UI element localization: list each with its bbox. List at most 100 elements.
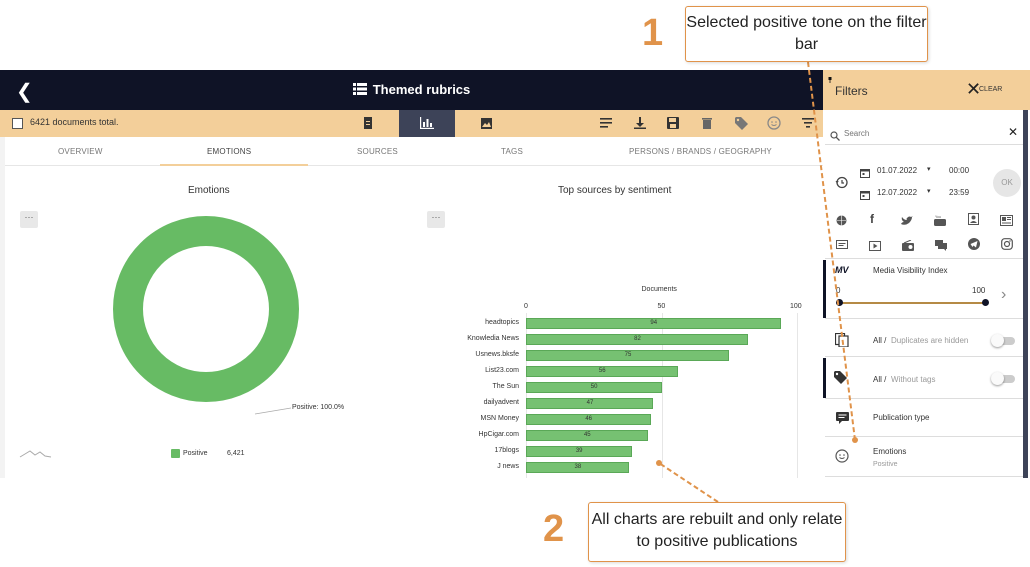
charts-panel: Emotions ··· Positive: 100.0% Positive 6… <box>5 166 823 478</box>
sidebar-scrollbar[interactable] <box>1023 110 1028 478</box>
legend-value-positive: 6,421 <box>227 450 245 457</box>
filters-header: Filters ✕ CLEAR <box>823 70 1030 110</box>
bar-category-label: 17blogs <box>494 447 519 454</box>
globe-icon[interactable] <box>836 213 847 231</box>
callout-number-2: 2 <box>543 508 565 550</box>
filters-title: Filters <box>835 84 868 98</box>
telegram-icon[interactable] <box>968 237 980 255</box>
news-icon[interactable] <box>1000 213 1013 231</box>
tab-tags[interactable]: TAGS <box>501 147 523 156</box>
chart-view-button[interactable] <box>399 110 455 137</box>
instagram-icon[interactable] <box>1001 237 1013 255</box>
bar-value-label: 39 <box>575 448 583 454</box>
date-to[interactable]: 12.07.2022 <box>877 188 918 197</box>
profile-icon[interactable] <box>968 212 979 230</box>
tab-emotions[interactable]: EMOTIONS <box>207 147 252 156</box>
calendar-from-icon[interactable] <box>860 165 870 183</box>
time-to[interactable]: 23:59 <box>949 188 970 197</box>
page-title: Themed rubrics <box>0 82 823 98</box>
tag-icon[interactable] <box>733 115 749 131</box>
bar[interactable] <box>526 318 781 329</box>
emotion-smile-icon[interactable] <box>766 115 782 131</box>
forum-icon[interactable] <box>935 238 947 256</box>
select-all-checkbox[interactable] <box>12 118 23 129</box>
x-tick-label: 0 <box>524 303 528 310</box>
tab-sources[interactable]: SOURCES <box>357 147 398 156</box>
video-icon[interactable] <box>869 238 881 256</box>
donut-leader-line <box>254 407 292 415</box>
tags-toggle[interactable] <box>991 372 1015 385</box>
sparkline-icon <box>19 450 52 458</box>
document-view-icon[interactable] <box>360 115 376 131</box>
calendar-to-icon[interactable] <box>860 187 870 205</box>
mvi-max: 100 <box>972 286 986 295</box>
time-from[interactable]: 00:00 <box>949 166 970 175</box>
legend-label-positive: Positive <box>183 450 208 457</box>
mvi-label: Media Visibility Index <box>873 266 948 275</box>
donut-menu-button[interactable]: ··· <box>20 211 38 228</box>
filters-sidebar: Filters ✕ CLEAR ✕ 01.07.2022 ▾ 00:00 12.… <box>823 70 1030 478</box>
publication-type-label[interactable]: Publication type <box>873 413 930 422</box>
image-view-icon[interactable] <box>478 115 494 131</box>
search-input[interactable] <box>844 125 994 141</box>
active-tab-indicator <box>160 164 308 166</box>
bar[interactable] <box>526 366 678 377</box>
date-from[interactable]: 01.07.2022 <box>877 166 918 175</box>
x-gridline <box>797 313 798 478</box>
list-lines-icon[interactable] <box>598 115 614 131</box>
bar[interactable] <box>526 446 632 457</box>
clear-button[interactable]: CLEAR <box>979 86 1003 93</box>
tab-persons-brands-geography[interactable]: PERSONS / BRANDS / GEOGRAPHY <box>629 147 772 156</box>
bar[interactable] <box>526 430 648 441</box>
tab-overview[interactable]: OVERVIEW <box>58 147 103 156</box>
legend-swatch-positive <box>171 449 180 458</box>
callout-box-2: All charts are rebuilt and only relate t… <box>588 502 846 562</box>
mvi-slider-min-handle[interactable] <box>836 299 843 306</box>
divider <box>825 476 1025 477</box>
list-icon <box>352 83 367 98</box>
divider <box>825 436 1025 437</box>
bar-value-label: 56 <box>598 368 606 374</box>
download-icon[interactable] <box>632 115 648 131</box>
bar-menu-button[interactable]: ··· <box>427 211 445 228</box>
duplicates-toggle[interactable] <box>991 334 1015 347</box>
bar[interactable] <box>526 414 651 425</box>
bar[interactable] <box>526 398 654 409</box>
comment-icon[interactable] <box>836 238 848 256</box>
youtube-icon[interactable]: You <box>934 213 946 231</box>
twitter-icon[interactable] <box>901 213 913 231</box>
date-to-dropdown-icon[interactable]: ▾ <box>927 188 931 195</box>
tab-bar: OVERVIEW EMOTIONS SOURCES TAGS PERSONS /… <box>5 137 823 166</box>
bar-category-label: J news <box>497 463 519 470</box>
chevron-right-icon[interactable]: › <box>1001 286 1007 303</box>
clear-x-icon[interactable]: ✕ <box>966 79 982 99</box>
bar[interactable] <box>526 334 749 345</box>
tags-accent <box>823 358 826 398</box>
documents-total: 6421 documents total. <box>30 117 119 127</box>
trash-icon[interactable] <box>699 115 715 131</box>
tags-icon <box>834 371 848 390</box>
mvi-accent <box>823 260 826 318</box>
bar-category-label: HpCigar.com <box>478 431 519 438</box>
filter-icon[interactable] <box>800 115 816 131</box>
save-icon[interactable] <box>665 115 681 131</box>
pin-icon[interactable] <box>827 70 835 83</box>
bar-chart-title: Top sources by sentiment <box>558 185 672 196</box>
arrow-dot-2 <box>656 460 662 466</box>
ok-button[interactable]: OK <box>993 169 1021 197</box>
bar[interactable] <box>526 350 730 361</box>
mvi-slider-track[interactable] <box>840 302 986 304</box>
search-clear-icon[interactable]: ✕ <box>1008 125 1019 139</box>
mvi-slider-max-handle[interactable] <box>982 299 989 306</box>
x-gridline <box>661 313 663 478</box>
emotions-label[interactable]: Emotions <box>873 447 907 456</box>
facebook-icon[interactable]: f <box>870 212 874 226</box>
bar-value-label: 94 <box>650 320 658 326</box>
bar[interactable] <box>526 462 629 473</box>
bar-value-label: 47 <box>586 400 594 406</box>
back-arrow-icon[interactable]: ❮ <box>16 81 33 103</box>
date-from-dropdown-icon[interactable]: ▾ <box>927 166 931 173</box>
callout-number-1: 1 <box>642 12 664 54</box>
bar[interactable] <box>526 382 662 393</box>
radio-icon[interactable] <box>902 238 914 256</box>
